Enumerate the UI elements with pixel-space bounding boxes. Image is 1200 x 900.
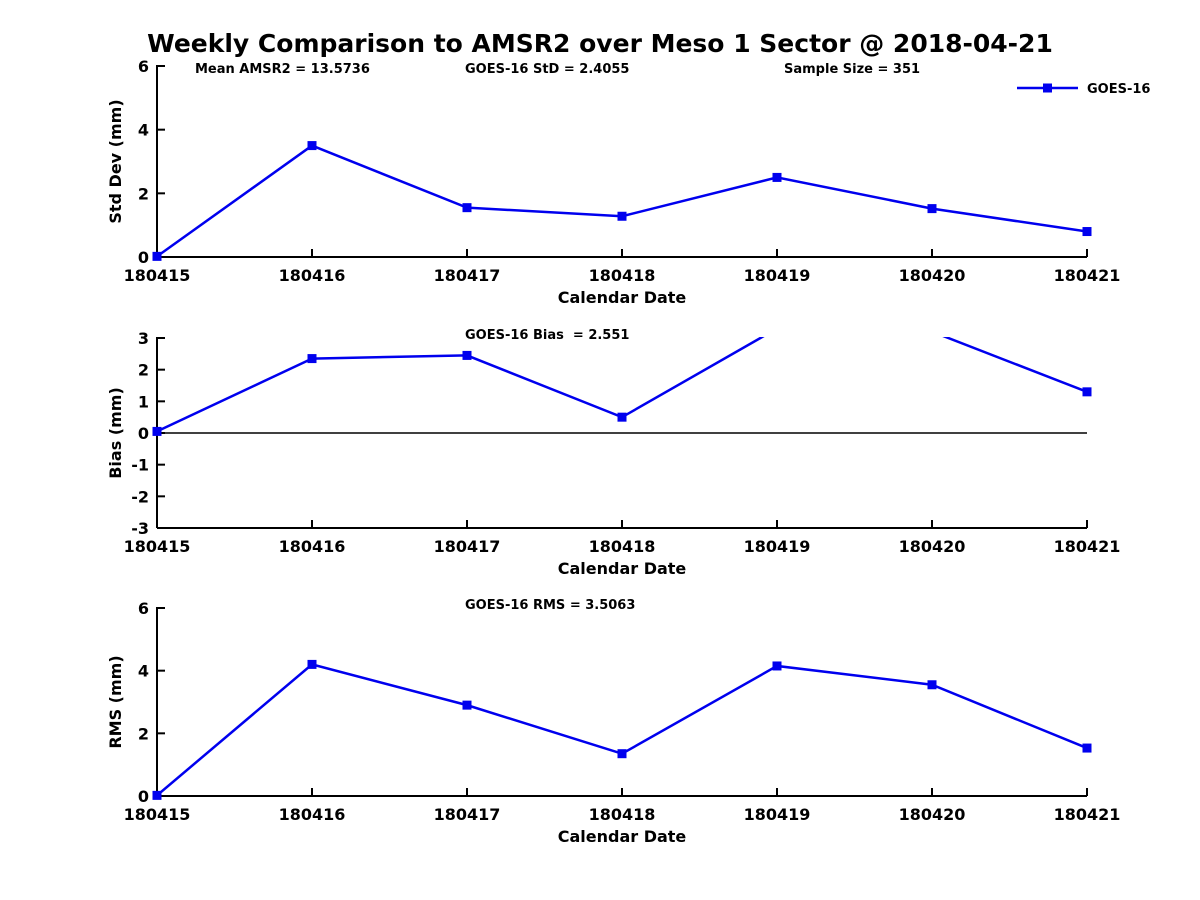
annotation-std-dev-2: Sample Size = 351 (784, 62, 920, 77)
data-marker (1082, 227, 1092, 237)
chart-title: Weekly Comparison to AMSR2 over Meso 1 S… (147, 29, 1053, 58)
x-tick-label: 180421 (1054, 537, 1121, 556)
x-tick-label: 180420 (899, 266, 966, 285)
x-tick-label: 180421 (1054, 266, 1121, 285)
data-marker (152, 426, 162, 436)
x-tick-label: 180417 (434, 537, 501, 556)
data-marker (927, 204, 937, 214)
legend-label: GOES-16 (1087, 82, 1150, 97)
data-marker (307, 141, 317, 151)
x-tick-label: 180418 (589, 266, 656, 285)
x-tick-label: 180415 (124, 537, 191, 556)
y-tick-label: -3 (131, 519, 149, 538)
y-tick-label: 6 (138, 599, 149, 618)
data-marker (617, 749, 627, 759)
x-tick-label: 180417 (434, 805, 501, 824)
data-marker (1082, 743, 1092, 753)
data-marker (617, 412, 627, 422)
x-tick-label: 180421 (1054, 805, 1121, 824)
x-tick-label: 180417 (434, 266, 501, 285)
annotation-std-dev-1: GOES-16 StD = 2.4055 (465, 62, 629, 77)
y-axis-label: RMS (mm) (106, 655, 125, 748)
x-tick-label: 180418 (589, 537, 656, 556)
y-tick-label: 6 (138, 57, 149, 76)
x-tick-label: 180419 (744, 537, 811, 556)
data-marker (772, 661, 782, 671)
x-tick-label: 180419 (744, 805, 811, 824)
x-tick-label: 180416 (279, 805, 346, 824)
data-marker (462, 350, 472, 360)
annotation-std-dev-0: Mean AMSR2 = 13.5736 (195, 62, 370, 77)
y-tick-label: 0 (138, 248, 149, 267)
y-tick-label: 2 (138, 724, 149, 743)
x-axis-label: Calendar Date (558, 827, 687, 846)
data-marker (462, 700, 472, 710)
x-tick-label: 180418 (589, 805, 656, 824)
x-axis-label: Calendar Date (558, 288, 687, 307)
annotation-bias-0: GOES-16 Bias = 2.551 (465, 328, 629, 343)
y-tick-label: 0 (138, 787, 149, 806)
y-tick-label: -1 (131, 456, 149, 475)
y-tick-label: 2 (138, 184, 149, 203)
data-line (157, 663, 1088, 797)
x-tick-label: 180416 (279, 537, 346, 556)
x-tick-label: 180420 (899, 537, 966, 556)
data-line (157, 144, 1088, 258)
legend-marker (1043, 83, 1052, 93)
y-tick-label: 0 (138, 424, 149, 443)
x-tick-label: 180416 (279, 266, 346, 285)
y-tick-label: 1 (138, 392, 149, 411)
y-tick-label: 4 (138, 121, 149, 140)
data-marker (772, 172, 782, 182)
y-axis-label: Std Dev (mm) (106, 99, 125, 223)
data-marker (307, 659, 317, 669)
data-marker (927, 680, 937, 690)
data-marker (617, 211, 627, 221)
panel-std-dev: 0 2 4 6 180415 180416 180417 180418 180419 180420… (106, 57, 1150, 307)
x-tick-label: 180415 (124, 266, 191, 285)
data-marker (462, 203, 472, 213)
data-marker (152, 790, 162, 800)
annotation-rms-0: GOES-16 RMS = 3.5063 (465, 598, 635, 613)
y-tick-label: 2 (138, 361, 149, 380)
panel-bias: -3 -2 -1 0 1 2 3 180415 180416 180417 180418 180419… (106, 328, 1120, 578)
data-marker (1082, 387, 1092, 397)
x-axis-label: Calendar Date (558, 559, 687, 578)
x-tick-label: 180419 (744, 266, 811, 285)
x-tick-label: 180420 (899, 805, 966, 824)
y-axis-label: Bias (mm) (106, 387, 125, 479)
legend: GOES-16 (1017, 82, 1150, 97)
y-tick-label: 4 (138, 662, 149, 681)
data-marker (152, 251, 162, 261)
panel-rms: 0 2 4 6 180415 180416 180417 180418 180419 180420… (106, 598, 1120, 846)
y-tick-label: 3 (138, 329, 149, 348)
y-tick-label: -2 (131, 487, 149, 506)
data-marker (307, 354, 317, 364)
x-tick-label: 180415 (124, 805, 191, 824)
